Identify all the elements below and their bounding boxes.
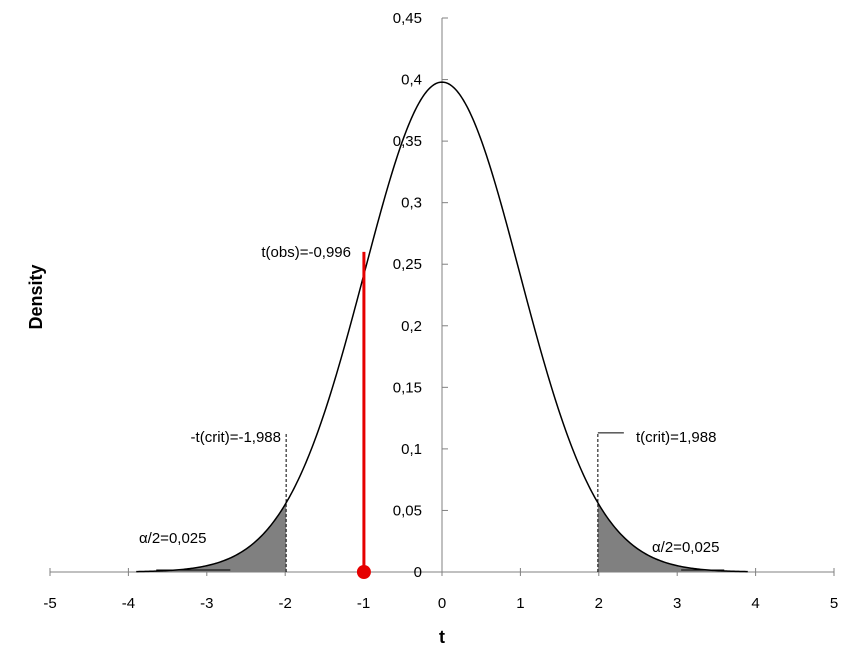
x-tick-label: -3	[200, 595, 213, 612]
neg-t-crit-label: -t(crit)=-1,988	[191, 429, 281, 446]
density-curve	[136, 81, 748, 573]
x-tick-label: -4	[122, 595, 135, 612]
y-tick-label: 0,4	[401, 72, 422, 89]
alpha-right-label: α/2=0,025	[652, 539, 719, 556]
y-axis-title: Density	[26, 264, 46, 329]
y-tick-label: 0,05	[393, 502, 422, 519]
shaded-tail-left	[136, 502, 287, 572]
x-tick-label: -1	[357, 595, 370, 612]
pos-t-crit-label: t(crit)=1,988	[636, 429, 716, 446]
x-tick-label: 3	[673, 595, 681, 612]
x-tick-label: 0	[438, 595, 446, 612]
x-tick-label: 2	[595, 595, 603, 612]
y-tick-label: 0,3	[401, 195, 422, 212]
y-tick-label: 0,45	[393, 10, 422, 27]
x-tick-label: -5	[43, 595, 56, 612]
alpha-left-label: α/2=0,025	[139, 530, 206, 547]
t-obs-point	[356, 565, 371, 579]
x-tick-label: 4	[751, 595, 759, 612]
shaded-tail-right	[597, 502, 748, 572]
y-tick-label: 0,2	[401, 318, 422, 335]
x-tick-label: 5	[830, 595, 838, 612]
y-tick-label: 0,15	[393, 379, 422, 396]
y-tick-label: 0	[414, 564, 422, 581]
y-tick-label: 0,35	[393, 133, 422, 150]
y-tick-label: 0,25	[393, 256, 422, 273]
x-tick-label: 1	[516, 595, 524, 612]
y-tick-label: 0,1	[401, 441, 422, 458]
x-tick-label: -2	[279, 595, 292, 612]
x-axis-title: t	[439, 627, 445, 647]
plot-area: -5 -4 -3 -2 -1 0 1 2 3 4 5 0 0,05 0,1 0,15 0,2 0,25 0,3 0,…	[43, 10, 838, 612]
t-obs-label: t(obs)=-0,996	[261, 244, 351, 261]
